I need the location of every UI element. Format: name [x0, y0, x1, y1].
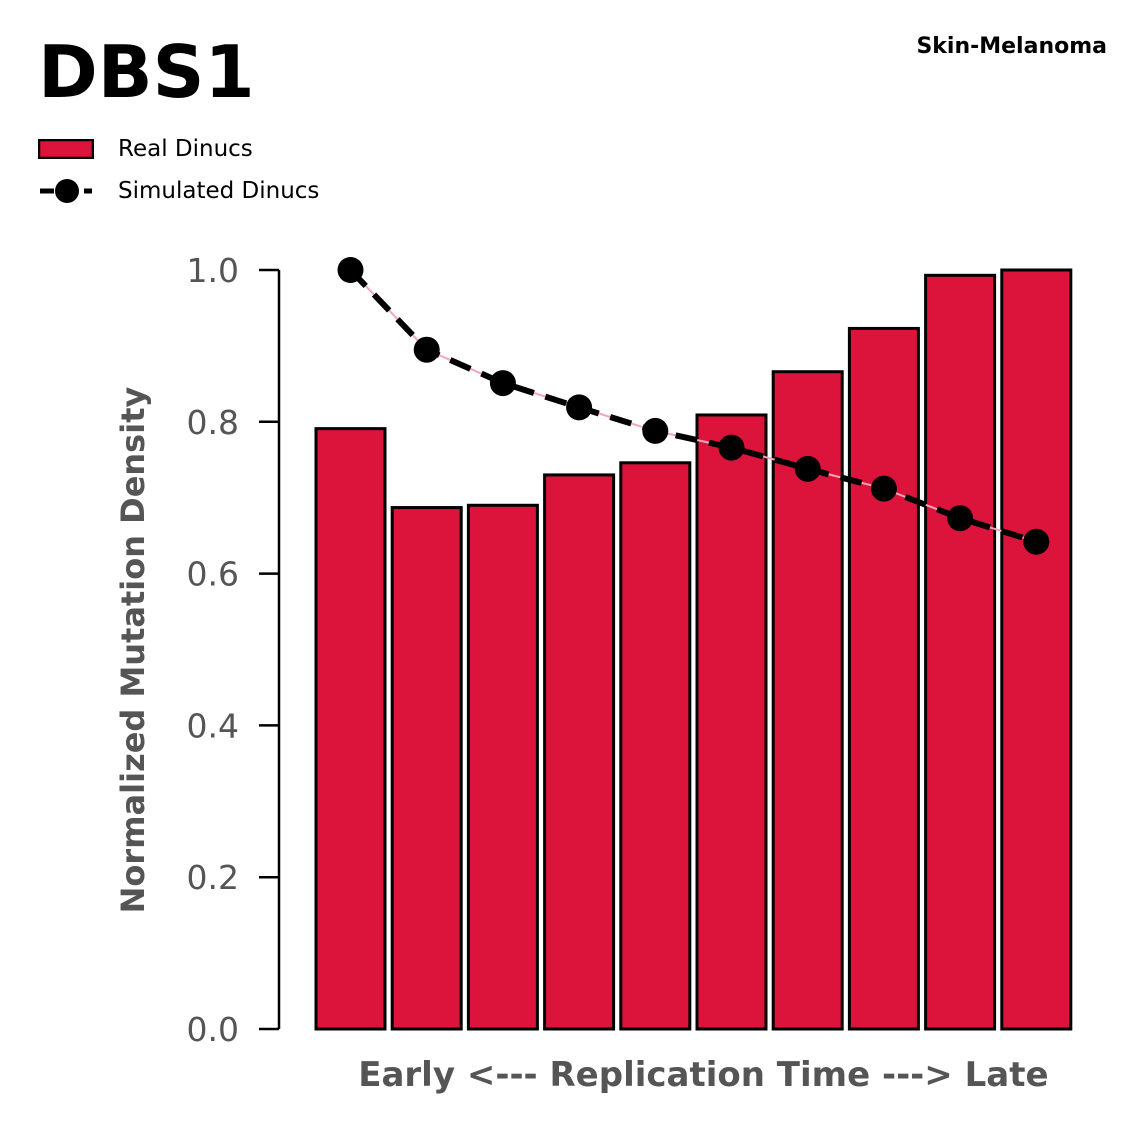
- bar: [314, 427, 387, 1031]
- simulated-point: [794, 455, 821, 482]
- lines: [337, 257, 1050, 555]
- bar: [466, 503, 539, 1031]
- simulated-line: [348, 267, 1038, 545]
- legend-swatch-bar: [38, 139, 94, 159]
- bar: [543, 473, 616, 1031]
- legend-swatch-line: [38, 179, 94, 203]
- legend: Real Dinucs Simulated Dinucs: [38, 128, 319, 212]
- y-tick-label: 0.8: [187, 403, 239, 442]
- legend-label-real: Real Dinucs: [118, 136, 253, 162]
- y-tick-label: 0.6: [187, 555, 239, 594]
- bar: [847, 326, 920, 1031]
- y-tick-label: 0.2: [187, 858, 239, 897]
- y-tick-label: 1.0: [187, 251, 239, 290]
- simulated-point: [566, 394, 593, 421]
- simulated-point: [947, 505, 974, 532]
- x-axis-label: Early <--- Replication Time ---> Late: [358, 1055, 1048, 1095]
- chart-title: DBS1: [38, 30, 255, 114]
- simulated-point: [1023, 528, 1050, 555]
- axis-labels: Early <--- Replication Time ---> Late Nor…: [114, 387, 1049, 1095]
- legend-item-real: Real Dinucs: [38, 128, 319, 170]
- simulated-point: [413, 336, 440, 363]
- simulated-point: [489, 370, 516, 397]
- bar: [695, 413, 768, 1031]
- y-axis-label: Normalized Mutation Density: [114, 387, 152, 914]
- bars: [314, 268, 1073, 1031]
- bar: [924, 273, 997, 1031]
- legend-item-simulated: Simulated Dinucs: [38, 170, 319, 212]
- simulated-point: [718, 434, 745, 461]
- y-tick-label: 0.0: [187, 1010, 239, 1049]
- axes: 0.0 0.2 0.4 0.6 0.8 1.0: [187, 251, 281, 1049]
- bar: [390, 506, 463, 1031]
- bar: [619, 461, 692, 1031]
- y-tick-label: 0.4: [187, 706, 239, 745]
- simulated-point: [337, 257, 364, 283]
- chart-subtitle: Skin-Melanoma: [916, 34, 1107, 59]
- simulated-point: [642, 417, 669, 444]
- simulated-point: [870, 475, 897, 502]
- bar: [1000, 268, 1073, 1031]
- legend-label-simulated: Simulated Dinucs: [118, 178, 320, 204]
